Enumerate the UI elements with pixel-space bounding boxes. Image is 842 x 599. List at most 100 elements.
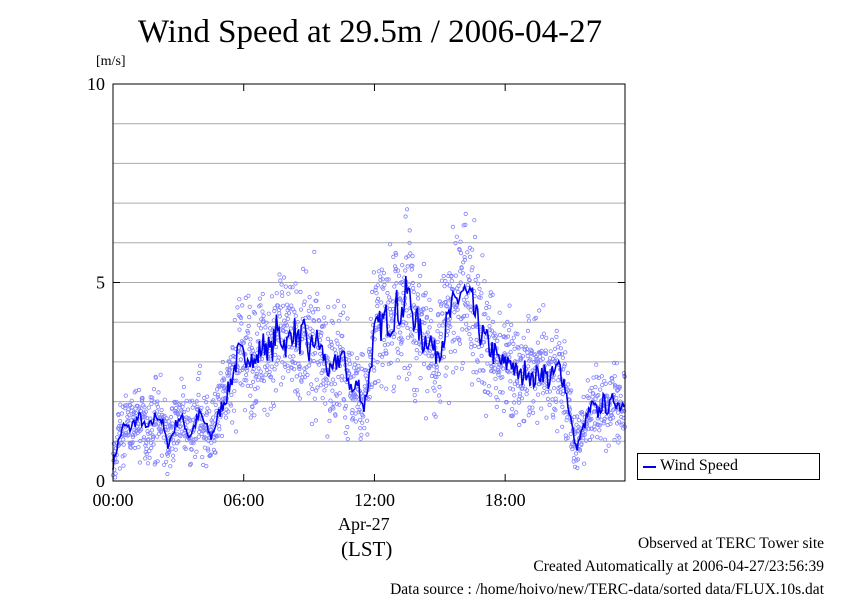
scatter-point bbox=[205, 394, 210, 399]
scatter-point bbox=[414, 356, 419, 361]
scatter-point bbox=[481, 368, 486, 373]
scatter-point bbox=[268, 375, 273, 380]
scatter-point bbox=[289, 303, 294, 308]
scatter-point bbox=[196, 429, 202, 435]
scatter-point bbox=[373, 380, 378, 386]
scatter-point bbox=[439, 278, 444, 283]
scatter-point bbox=[461, 297, 466, 302]
scatter-point bbox=[220, 359, 225, 365]
scatter-point bbox=[318, 358, 323, 363]
scatter-point bbox=[438, 331, 443, 336]
scatter-point bbox=[191, 441, 196, 446]
scatter-point bbox=[440, 323, 445, 328]
scatter-point bbox=[194, 399, 199, 404]
scatter-point bbox=[563, 350, 568, 355]
scatter-point bbox=[540, 391, 546, 396]
scatter-point bbox=[336, 318, 341, 323]
scatter-point bbox=[535, 392, 541, 397]
scatter-point bbox=[462, 257, 467, 262]
series-line-wind-speed bbox=[112, 276, 625, 471]
scatter-point bbox=[537, 308, 542, 313]
scatter-point bbox=[459, 266, 464, 271]
scatter-point bbox=[330, 320, 336, 325]
scatter-point bbox=[183, 446, 188, 451]
scatter-point bbox=[116, 412, 121, 418]
scatter-point bbox=[237, 297, 242, 302]
scatter-point bbox=[200, 454, 205, 460]
x-tick-label: 18:00 bbox=[485, 490, 526, 510]
scatter-point bbox=[153, 460, 158, 465]
scatter-point bbox=[189, 446, 194, 452]
scatter-point bbox=[188, 461, 193, 466]
scatter-point bbox=[406, 254, 411, 259]
scatter-point bbox=[479, 291, 484, 296]
scatter-point bbox=[500, 366, 506, 371]
scatter-point bbox=[171, 458, 176, 463]
scatter-point bbox=[431, 370, 436, 376]
scatter-point bbox=[456, 283, 461, 288]
scatter-point bbox=[433, 414, 438, 419]
scatter-point bbox=[222, 384, 227, 389]
scatter-point bbox=[131, 410, 136, 415]
scatter-point bbox=[415, 292, 420, 297]
scatter-point bbox=[364, 418, 370, 423]
scatter-point bbox=[548, 349, 553, 354]
scatter-point bbox=[422, 293, 427, 298]
scatter-point bbox=[292, 367, 297, 372]
scatter-point bbox=[374, 291, 379, 296]
scatter-point bbox=[339, 378, 344, 383]
scatter-point bbox=[385, 342, 390, 347]
scatter-point bbox=[432, 380, 437, 385]
scatter-point bbox=[581, 394, 586, 400]
scatter-point bbox=[154, 409, 159, 414]
scatter-point bbox=[531, 359, 537, 365]
scatter-point bbox=[251, 379, 256, 384]
scatter-point bbox=[322, 388, 327, 393]
scatter-point bbox=[419, 311, 425, 317]
scatter-point bbox=[253, 363, 258, 368]
scatter-point bbox=[429, 319, 434, 324]
scatter-point bbox=[420, 293, 426, 298]
scatter-point bbox=[587, 437, 593, 443]
scatter-point bbox=[425, 389, 430, 394]
scatter-point bbox=[570, 443, 575, 448]
y-tick-label: 10 bbox=[87, 74, 105, 94]
scatter-point bbox=[176, 439, 181, 444]
scatter-point bbox=[462, 255, 467, 260]
scatter-point bbox=[497, 332, 502, 338]
scatter-point bbox=[266, 311, 271, 316]
scatter-point bbox=[426, 365, 432, 371]
scatter-point bbox=[259, 356, 265, 361]
scatter-point bbox=[328, 339, 334, 344]
scatter-point bbox=[403, 268, 408, 273]
scatter-point bbox=[410, 285, 416, 291]
scatter-point bbox=[278, 382, 284, 387]
scatter-point bbox=[472, 234, 478, 240]
scatter-point bbox=[304, 269, 309, 274]
scatter-point bbox=[407, 228, 412, 233]
scatter-point bbox=[150, 436, 156, 441]
scatter-point bbox=[268, 406, 273, 411]
scatter-point bbox=[265, 363, 270, 368]
scatter-point bbox=[403, 321, 409, 326]
scatter-point bbox=[349, 351, 354, 356]
scatter-point bbox=[345, 436, 350, 442]
scatter-point bbox=[312, 249, 317, 254]
scatter-point bbox=[542, 385, 547, 390]
scatter-point bbox=[482, 381, 487, 386]
scatter-point bbox=[132, 445, 138, 451]
scatter-point bbox=[362, 384, 367, 389]
scatter-point bbox=[219, 433, 225, 439]
scatter-point bbox=[306, 363, 312, 368]
scatter-point bbox=[592, 421, 598, 426]
scatter-point bbox=[342, 406, 347, 411]
scatter-point bbox=[475, 273, 481, 279]
scatter-point bbox=[275, 303, 281, 308]
scatter-point bbox=[454, 365, 459, 370]
scatter-point bbox=[290, 285, 295, 290]
scatter-point bbox=[272, 308, 277, 314]
scatter-point bbox=[384, 386, 389, 391]
scatter-point bbox=[151, 442, 156, 447]
scatter-point bbox=[248, 415, 253, 420]
scatter-point bbox=[142, 405, 147, 410]
